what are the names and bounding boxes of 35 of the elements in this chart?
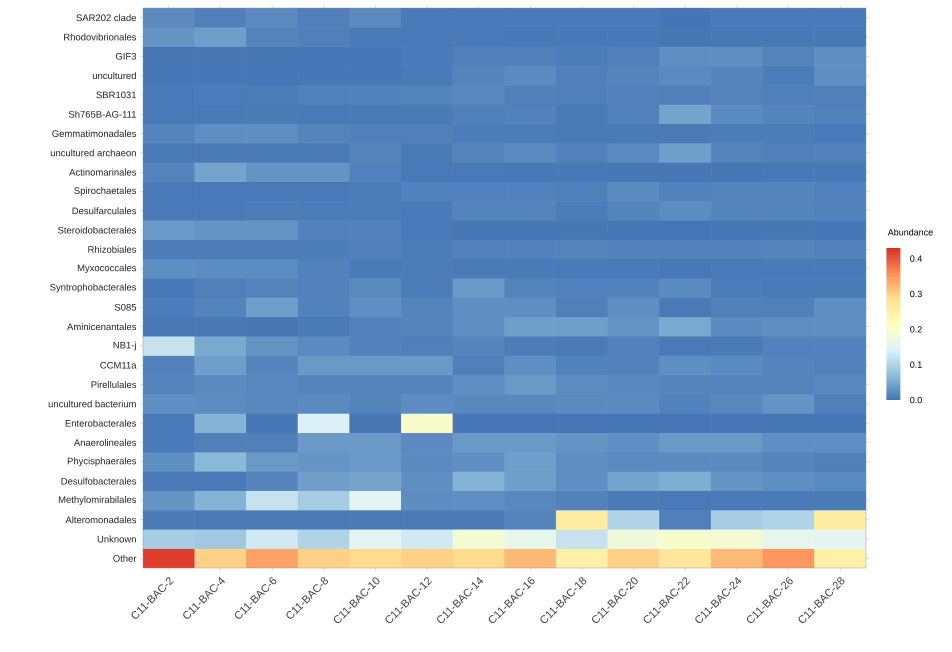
y-tick-label: Steroidobacterales [58,226,136,234]
y-tick-label: Alteromonadales [65,516,136,524]
y-tick-label: Anaerolineales [74,439,136,446]
color-bar-label: 0.3 [910,290,922,298]
y-tick-label: Enterobacterales [66,420,136,427]
y-tick-label: Other [113,554,136,562]
y-tick-label: Pirellulales [91,381,136,388]
y-tick-label: Rhodovibrionales [64,33,136,40]
y-tick-label: Rhizobiales [88,246,136,253]
y-tick-label: uncultured bacterium [48,400,136,408]
y-tick-label: SBR1031 [96,92,136,98]
color-bar-label: 0.4 [910,255,922,262]
y-tick-label: SAR202 clade [76,14,136,22]
y-tick-label: uncultured [92,72,136,80]
y-tick-label: Methylomirabilales [58,496,136,505]
y-tick-label: Actinomarinales [69,168,136,176]
color-bar-title: Abundance [888,228,933,236]
y-tick-label: Phycisphaerales [68,457,136,466]
y-tick-label: S085 [114,304,136,311]
y-tick-label: Unknown [98,536,136,543]
y-tick-label: CCM11a [100,362,136,369]
y-tick-label: Aminicenantales [67,323,136,330]
color-bar-label: 0.2 [910,326,922,332]
color-bar-label: 0.0 [910,396,922,404]
y-tick-label: GIF3 [116,52,136,60]
y-tick-label: NB1-j [114,342,136,350]
y-tick-label: Gemmatimonadales [52,130,136,137]
y-tick-label: Sh765B-AG-111 [68,110,136,118]
y-tick-label: Myxococcales [78,264,136,274]
y-tick-label: Desulfobacterales [62,478,136,485]
y-tick-label: Spirochaetales [74,187,136,196]
color-bar-label: 0.1 [910,361,922,368]
y-tick-label: uncultured archaeon [50,149,136,156]
y-tick-label: Syntrophobacterales [50,284,136,292]
y-tick-label: Desulfarculales [72,207,136,214]
